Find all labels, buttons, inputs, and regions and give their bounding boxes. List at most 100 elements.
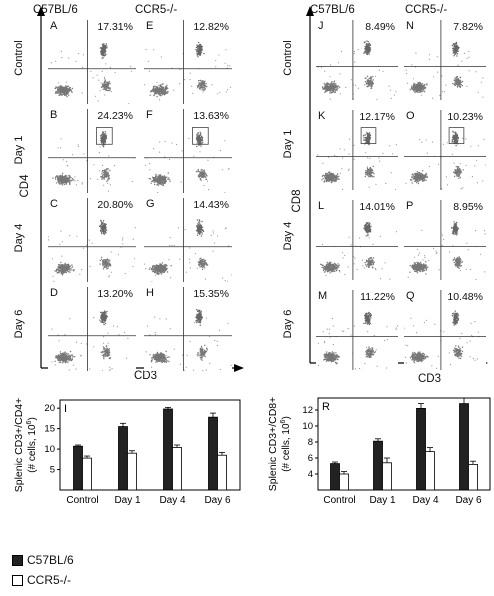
bar-c57bl6-3 xyxy=(459,403,469,491)
panel-percent-q: 10.48% xyxy=(447,291,483,303)
bar-c57bl6-2 xyxy=(416,407,426,491)
panel-percent-k: 12.17% xyxy=(359,111,395,123)
panel-label-m: M xyxy=(318,290,328,302)
left-x-axis-label: CD3 xyxy=(134,370,158,382)
y-tick-label: 15 xyxy=(44,424,55,435)
panel-label-f: F xyxy=(146,109,153,121)
x-tick-label: Day 6 xyxy=(204,495,231,506)
panel-percent-l: 14.01% xyxy=(359,201,395,213)
flow-panel-h: H 15.35% xyxy=(144,287,232,371)
panel-label-g: G xyxy=(146,198,155,210)
flow-scatter-n xyxy=(404,20,486,100)
bar-ccr5-0 xyxy=(339,473,349,491)
panel-label-n: N xyxy=(406,20,414,32)
chart-i-frame xyxy=(59,399,241,491)
flow-panel-b: B 24.23% xyxy=(48,109,136,193)
flow-panel-m: M 11.22% xyxy=(316,290,398,370)
flow-panel-l: L 14.01% xyxy=(316,200,398,280)
flow-scatter-k xyxy=(316,110,398,190)
flow-scatter-e xyxy=(144,20,232,104)
x-tick-label: Day 4 xyxy=(159,495,186,506)
flow-scatter-b xyxy=(48,109,136,193)
flow-panel-n: N 7.82% xyxy=(404,20,486,100)
x-tick-label: Day 1 xyxy=(114,495,141,506)
bar-c57bl6-1 xyxy=(118,426,128,491)
x-tick-label: Control xyxy=(66,495,98,506)
panel-percent-m: 11.22% xyxy=(360,291,395,303)
flow-scatter-m xyxy=(316,290,398,370)
legend-swatch-c57 xyxy=(12,554,23,566)
panel-percent-a: 17.31% xyxy=(97,21,133,33)
y-tick-label: 10 xyxy=(44,444,55,455)
flow-scatter-a xyxy=(48,20,136,104)
left-strain-ccr5: CCR5-/- xyxy=(135,4,178,16)
panel-label-q: Q xyxy=(406,290,415,302)
bar-c57bl6-2 xyxy=(163,408,173,491)
chart-i-panel-label: I xyxy=(64,403,67,415)
chart-r-ylabel-1: Splenic CD3+/CD8+ xyxy=(267,397,279,492)
bar-c57bl6-0 xyxy=(73,445,83,491)
panel-percent-d: 13.20% xyxy=(97,288,133,300)
panel-label-p: P xyxy=(406,200,414,212)
panel-percent-b: 24.23% xyxy=(97,110,133,122)
flow-scatter-l xyxy=(316,200,398,280)
panel-percent-n: 7.82% xyxy=(453,21,483,33)
bar-ccr5-1 xyxy=(382,462,392,491)
bar-c57bl6-3 xyxy=(208,416,218,491)
bar-ccr5-2 xyxy=(172,447,182,491)
panel-label-b: B xyxy=(50,109,58,121)
flow-panel-d: D 13.20% xyxy=(48,287,136,371)
flow-scatter-d xyxy=(48,287,136,371)
flow-scatter-p xyxy=(404,200,486,280)
right-x-axis-label: CD3 xyxy=(418,373,442,385)
legend-swatch-ccr5 xyxy=(12,574,23,586)
flow-panel-g: G 14.43% xyxy=(144,198,232,282)
y-tick-label: 20 xyxy=(44,403,55,414)
flow-panel-p: P 8.95% xyxy=(404,200,486,280)
flow-panel-e: E 12.82% xyxy=(144,20,232,104)
chart-r-frame xyxy=(317,397,491,491)
chart-i-ylabel-2: (# cells, 106) xyxy=(26,417,38,473)
y-tick-label: 5 xyxy=(50,465,55,476)
legend-item-c57: C57BL/6 xyxy=(12,553,74,567)
panel-percent-o: 10.23% xyxy=(447,111,483,123)
x-tick-label: Day 1 xyxy=(369,495,396,506)
panel-percent-c: 20.80% xyxy=(97,199,133,211)
flow-panel-c: C 20.80% xyxy=(48,198,136,282)
left-strain-c57: C57BL/6 xyxy=(33,4,78,16)
flow-panel-k: K 12.17% xyxy=(316,110,398,190)
right-strain-ccr5: CCR5-/- xyxy=(405,4,448,16)
panel-label-o: O xyxy=(406,110,415,122)
legend-item-ccr5: CCR5-/- xyxy=(12,573,71,587)
panel-label-a: A xyxy=(50,20,58,32)
flow-scatter-q xyxy=(404,290,486,370)
x-tick-label: Day 4 xyxy=(412,495,439,506)
bar-c57bl6-0 xyxy=(330,463,340,491)
x-tick-label: Day 6 xyxy=(455,495,482,506)
flow-scatter-o xyxy=(404,110,486,190)
panel-percent-p: 8.95% xyxy=(453,201,483,213)
bar-ccr5-3 xyxy=(217,454,227,491)
flow-scatter-g xyxy=(144,198,232,282)
y-tick-label: 10 xyxy=(302,421,313,432)
panel-label-l: L xyxy=(318,200,325,212)
panel-percent-j: 8.49% xyxy=(365,21,395,33)
chart-i-ylabel-1: Splenic CD3+/CD4+ xyxy=(13,398,25,493)
y-tick-label: 6 xyxy=(308,453,313,464)
panel-percent-h: 15.35% xyxy=(193,288,229,300)
bar-ccr5-2 xyxy=(425,451,435,491)
panel-label-j: J xyxy=(318,20,324,32)
flow-scatter-h xyxy=(144,287,232,371)
flow-panel-j: J 8.49% xyxy=(316,20,398,100)
y-tick-label: 4 xyxy=(308,469,313,480)
bar-chart-cd8: Splenic CD3+/CD8+ (# cells, 106) R 4 6 8 10 12 C… xyxy=(267,397,491,506)
bar-chart-cd4: Splenic CD3+/CD4+ (# cells, 106) I 5 10 15 20 C… xyxy=(13,398,241,506)
bar-ccr5-1 xyxy=(127,452,137,491)
panel-label-d: D xyxy=(50,287,58,299)
panel-label-e: E xyxy=(146,20,154,32)
panel-percent-g: 14.43% xyxy=(193,199,229,211)
chart-r-ylabel-2: (# cells, 106) xyxy=(280,416,292,472)
bar-ccr5-3 xyxy=(468,464,478,491)
x-tick-label: Control xyxy=(323,495,355,506)
bar-ccr5-0 xyxy=(82,457,92,491)
